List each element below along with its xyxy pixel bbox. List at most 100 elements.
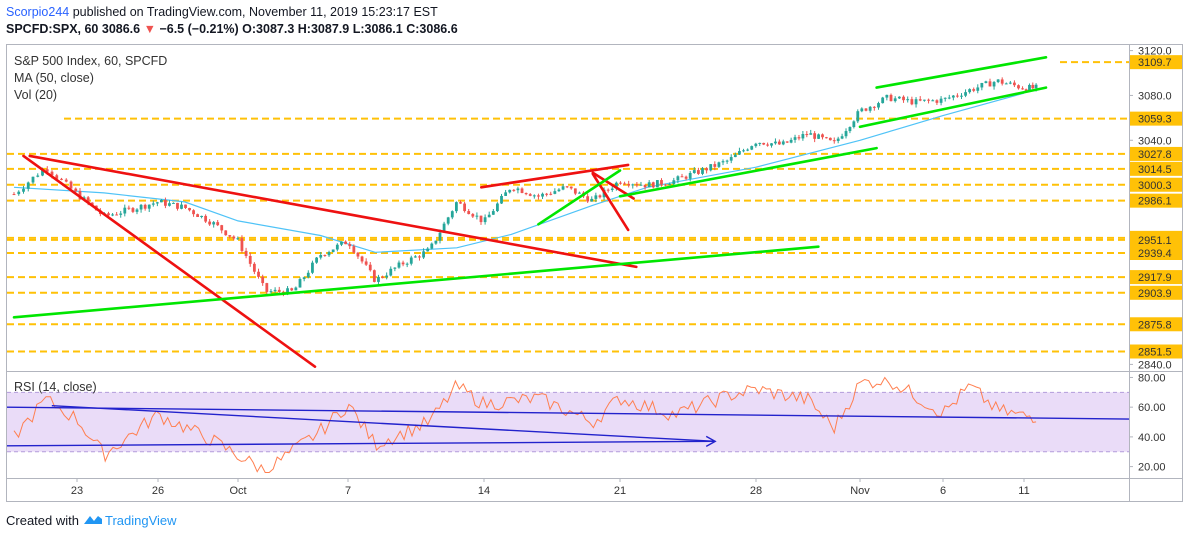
tradingview-link[interactable]: TradingView (104, 513, 177, 528)
candle-body (939, 98, 943, 103)
author-link[interactable]: Scorpio244 (6, 5, 70, 19)
candle-body (311, 262, 314, 273)
candle-body (844, 131, 848, 137)
level-price-tag (1130, 317, 1182, 332)
legend-rsi: RSI (14, close) (14, 380, 97, 394)
candle-body (454, 202, 458, 212)
candle-body (623, 183, 626, 185)
level-price-label: 2939.4 (1138, 248, 1172, 260)
candle-body (738, 151, 741, 155)
candle-body (573, 188, 577, 194)
candle-body (697, 170, 700, 174)
candle-body (364, 261, 368, 265)
rsi-axis[interactable]: 80.00 60.00 40.00 20.00 (1129, 372, 1166, 474)
candle-body (159, 199, 163, 203)
price-change: −6.5 (−0.21%) (159, 22, 239, 36)
candle-body (236, 238, 240, 240)
candle-body (176, 202, 179, 209)
candle-body (151, 203, 155, 205)
candle-body (553, 191, 557, 194)
candle-body (586, 196, 590, 202)
level-price-label: 2917.9 (1138, 272, 1172, 284)
candle-body (107, 213, 110, 216)
candle-body (809, 133, 813, 135)
candle-body (208, 221, 212, 225)
candle-body (413, 256, 417, 258)
candle-body (123, 207, 127, 214)
moving-average (13, 92, 1025, 253)
level-price-label: 2903.9 (1138, 288, 1172, 300)
candle-body (55, 175, 59, 179)
candle-body (692, 170, 696, 174)
candle-body (196, 214, 199, 218)
candle-body (331, 249, 335, 253)
price-tick-label: 3120.0 (1138, 46, 1172, 58)
candle-body (972, 89, 976, 91)
level-price-tag (1130, 193, 1182, 208)
candle-body (606, 189, 610, 191)
rsi-line (13, 376, 1037, 473)
candle-body (1017, 85, 1020, 89)
red-trendline (22, 154, 317, 368)
candle-body (483, 217, 487, 223)
candle-body (119, 213, 123, 215)
candle-body (785, 141, 789, 143)
candle-body (434, 240, 438, 244)
candle-body (516, 188, 520, 191)
candle-body (557, 189, 561, 192)
candle-body (590, 198, 594, 202)
level-price-label: 2875.8 (1138, 319, 1172, 331)
candle-body (22, 188, 25, 192)
candle-body (528, 194, 532, 196)
price-axis[interactable]: 3120.0 3080.0 3040.0 2840.0 3109.7 3059.3 3027… (1129, 46, 1182, 372)
candle-body (385, 275, 389, 278)
candle-body (549, 193, 553, 195)
candle-body (721, 161, 725, 163)
candle-body (232, 236, 236, 239)
candle-body (992, 82, 996, 87)
level-price-tag (1130, 161, 1182, 176)
candle-body (127, 207, 131, 209)
time-tick-label: 11 (1018, 485, 1029, 497)
candle-body (709, 164, 713, 171)
candle-body (86, 197, 90, 203)
candle-body (248, 255, 252, 264)
candle-body (115, 214, 119, 216)
candle-body (635, 184, 639, 186)
candle-body (340, 241, 343, 245)
candle-body (935, 100, 939, 103)
candle-body (774, 141, 777, 144)
candle-body (889, 94, 893, 102)
candle-body (135, 209, 139, 212)
candle-body (931, 100, 935, 102)
candle-body (910, 99, 914, 105)
symbol-name: SPCFD:SPX, 60 (6, 22, 99, 36)
time-tick-label: 26 (152, 485, 164, 497)
publish-text: published on TradingView.com, November 1… (72, 5, 438, 19)
candle-body (381, 276, 384, 278)
candle-body (377, 276, 380, 282)
candle-body (467, 211, 471, 215)
time-axis[interactable]: 23 26 Oct 7 14 21 28 Nov 6 11 (71, 478, 1030, 497)
candle-body (594, 195, 598, 199)
candle-body (922, 99, 926, 101)
candle-body (45, 169, 49, 172)
level-price-label: 2851.5 (1138, 347, 1172, 359)
candle-body (409, 257, 413, 264)
candle-body (257, 271, 260, 277)
candle-body (729, 157, 733, 161)
candle-body (651, 182, 655, 188)
level-price-label: 3027.8 (1138, 149, 1172, 161)
rsi-trendline (51, 404, 716, 443)
candle-body (74, 188, 78, 192)
tradingview-logo-icon (83, 513, 103, 528)
rsi-tick-label: 80.00 (1138, 372, 1166, 384)
candle-body (446, 217, 450, 224)
candle-body (265, 283, 269, 292)
candle-body (532, 195, 536, 197)
candle-body (69, 181, 73, 189)
candle-body (951, 95, 955, 98)
candle-body (848, 127, 852, 132)
candle-body (1004, 83, 1008, 85)
